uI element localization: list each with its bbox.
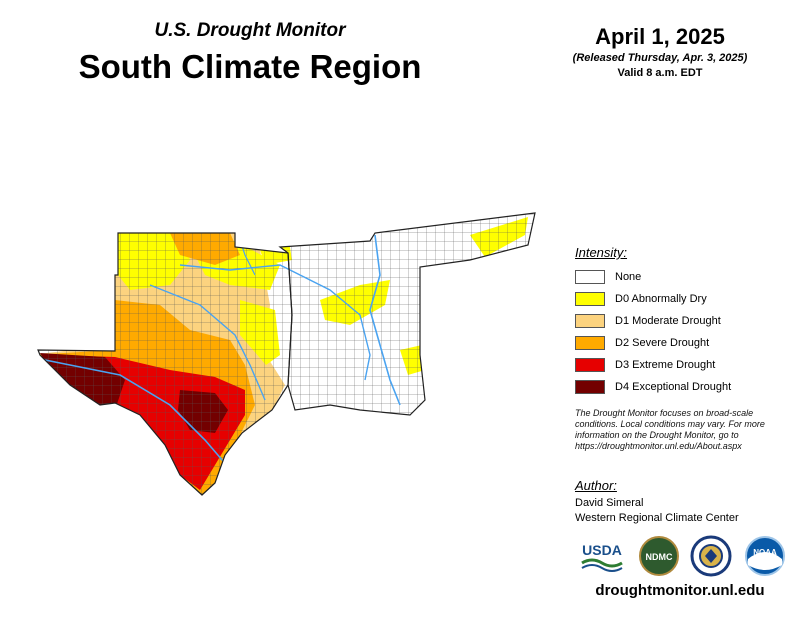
legend-label: D2 Severe Drought xyxy=(615,337,710,349)
noaa-logo: NOAA xyxy=(745,536,785,576)
drought-map xyxy=(37,212,536,496)
svg-text:NOAA: NOAA xyxy=(753,548,777,557)
legend-label: D4 Exceptional Drought xyxy=(615,381,732,393)
legend-label: D3 Extreme Drought xyxy=(615,359,716,371)
map-subtitle: U.S. Drought Monitor xyxy=(154,20,346,41)
legend-item-none: None xyxy=(575,269,641,285)
release-date: (Released Thursday, Apr. 3, 2025) xyxy=(572,52,748,64)
legend-item-d1: D1 Moderate Drought xyxy=(575,313,721,329)
legend-swatch xyxy=(575,380,605,394)
legend-title: Intensity: xyxy=(575,245,628,260)
legend-item-d3: D3 Extreme Drought xyxy=(575,357,715,373)
legend-item-d2: D2 Severe Drought xyxy=(575,335,709,351)
svg-text:NDMC: NDMC xyxy=(646,552,673,562)
legend-swatch xyxy=(575,314,605,328)
website-url[interactable]: droughtmonitor.unl.edu xyxy=(595,582,765,599)
map-title: South Climate Region xyxy=(78,48,422,85)
valid-time: Valid 8 a.m. EDT xyxy=(617,67,703,79)
legend-swatch xyxy=(575,270,605,284)
doc-seal-logo xyxy=(690,535,732,577)
legend-label: None xyxy=(615,271,642,283)
author-name: David Simeral xyxy=(575,497,644,509)
author-organization: Western Regional Climate Center xyxy=(575,512,739,524)
legend-item-d4: D4 Exceptional Drought xyxy=(575,379,731,395)
legend-item-d0: D0 Abnormally Dry xyxy=(575,291,707,307)
svg-text:USDA: USDA xyxy=(582,542,622,558)
info-note: The Drought Monitor focuses on broad-sca… xyxy=(575,408,765,451)
legend-swatch xyxy=(575,336,605,350)
map-date: April 1, 2025 xyxy=(595,24,725,49)
legend-swatch xyxy=(575,292,605,306)
ndmc-logo: NDMC xyxy=(639,536,679,576)
author-heading: Author: xyxy=(575,478,617,493)
usda-logo: USDA xyxy=(581,542,623,572)
legend-label: D0 Abnormally Dry xyxy=(615,293,707,305)
legend-swatch xyxy=(575,358,605,372)
legend-label: D1 Moderate Drought xyxy=(615,315,721,327)
